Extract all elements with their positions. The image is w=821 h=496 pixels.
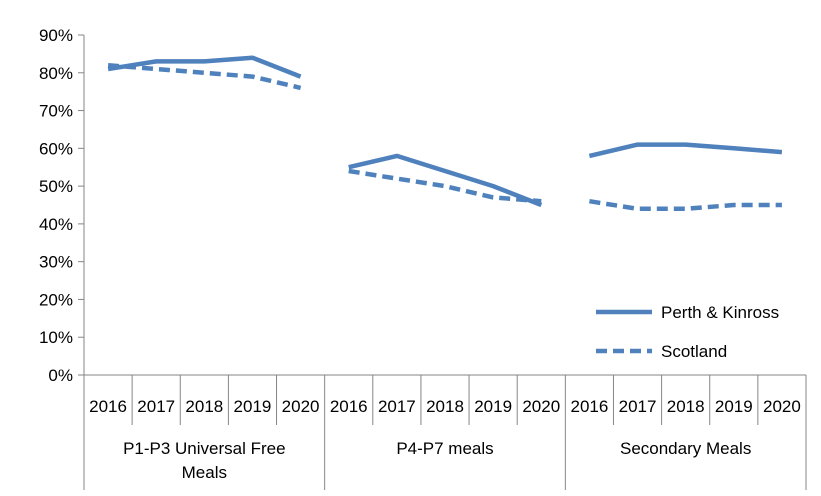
- y-tick-label: 0%: [48, 366, 73, 385]
- legend-label: Scotland: [661, 342, 727, 361]
- x-tick-label: 2017: [137, 397, 175, 416]
- x-tick-label: 2016: [330, 397, 368, 416]
- series-line-perth-kinross: [348, 153, 543, 208]
- x-tick-label: 2018: [667, 397, 705, 416]
- y-tick-label: 20%: [39, 290, 73, 309]
- x-tick-label: 2017: [378, 397, 416, 416]
- series-line-scotland: [589, 198, 782, 212]
- series-line-perth-kinross: [107, 55, 302, 79]
- x-tick-label: 2019: [234, 397, 272, 416]
- group-label: P1-P3 Universal Free Meals: [123, 439, 286, 482]
- y-tick-label: 90%: [39, 26, 73, 45]
- group-label: P4-P7 meals: [396, 439, 493, 458]
- legend-label: Perth & Kinross: [661, 303, 779, 322]
- group-label-line: Meals: [182, 463, 227, 482]
- y-tick-label: 10%: [39, 328, 73, 347]
- y-tick-label: 60%: [39, 139, 73, 158]
- x-tick-label: 2019: [474, 397, 512, 416]
- series-line-scotland: [107, 62, 302, 91]
- x-tick-label: 2018: [185, 397, 223, 416]
- x-tick-label: 2016: [89, 397, 127, 416]
- x-tick-label: 2020: [282, 397, 320, 416]
- group-label-line: P1-P3 Universal Free: [123, 439, 286, 458]
- x-tick-label: 2020: [522, 397, 560, 416]
- y-tick-label: 50%: [39, 177, 73, 196]
- y-tick-label: 40%: [39, 215, 73, 234]
- y-tick-label: 70%: [39, 102, 73, 121]
- x-tick-label: 2020: [763, 397, 801, 416]
- group-label-line: Secondary Meals: [620, 439, 751, 458]
- y-tick-label: 80%: [39, 64, 73, 83]
- x-tick-label: 2019: [715, 397, 753, 416]
- group-label: Secondary Meals: [620, 439, 751, 458]
- x-tick-label: 2018: [426, 397, 464, 416]
- y-tick-label: 30%: [39, 253, 73, 272]
- group-label-line: P4-P7 meals: [396, 439, 493, 458]
- series-line-scotland: [348, 168, 542, 204]
- x-tick-label: 2016: [570, 397, 608, 416]
- x-tick-label: 2017: [619, 397, 657, 416]
- series-line-perth-kinross: [588, 142, 783, 159]
